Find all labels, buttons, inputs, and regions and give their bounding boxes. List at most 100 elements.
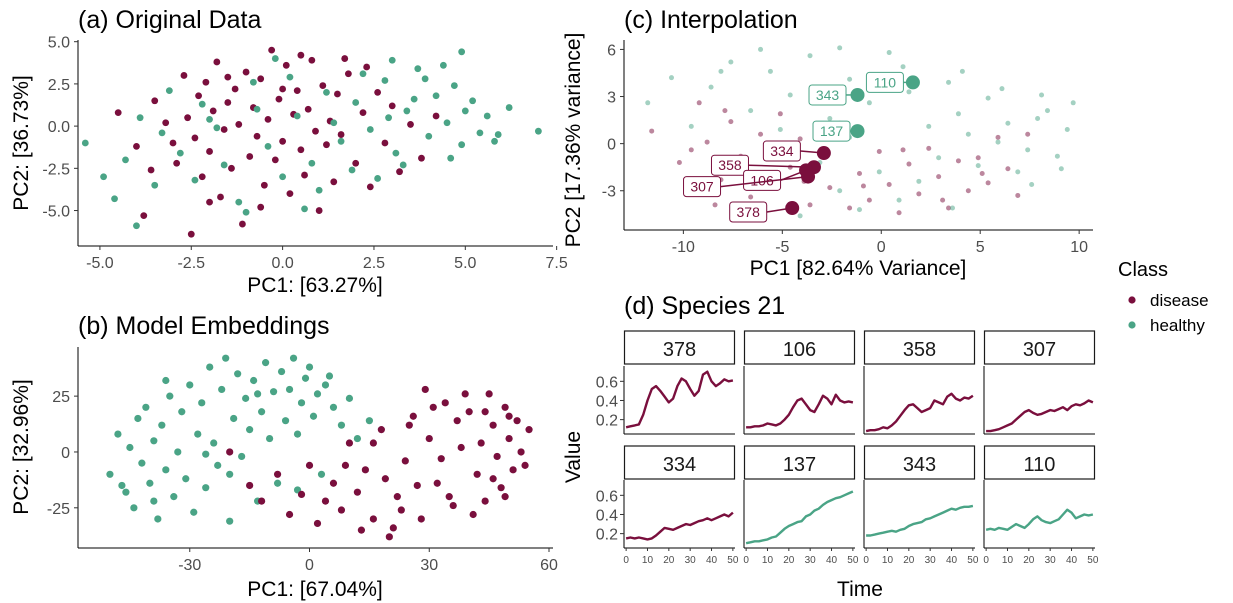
data-point-healthy [1015,169,1021,175]
y-tick-label: 0.4 [596,507,618,524]
data-point-healthy [1058,166,1064,172]
data-point-healthy [807,53,813,59]
facet-378: 378 0.6 0.4 0.2 [596,330,736,435]
data-point-healthy [220,161,228,169]
data-point-disease [246,481,254,490]
series-line-106 [746,393,854,429]
facet-343: 343 0 10 20 30 40 50 [863,445,979,566]
point-label-box [710,154,749,176]
data-point-healthy [866,100,872,106]
data-point-healthy [985,95,991,101]
data-point-disease [297,51,305,59]
data-point-disease [345,439,354,447]
data-point-healthy [688,123,694,129]
data-point-disease [260,181,268,189]
x-tick-label: -2.5 [177,255,205,272]
data-point-disease [936,174,942,180]
data-point-disease [369,439,377,447]
series-line-137 [745,490,854,545]
data-point-disease [209,107,217,115]
data-point-healthy [410,95,418,103]
data-point-healthy [381,77,389,84]
data-point-healthy [269,388,278,396]
data-point-healthy [206,115,213,123]
data-point-disease [432,112,440,120]
data-point-disease [239,220,246,228]
x-tick-label: 30 [925,555,937,566]
data-point-disease [505,412,513,420]
data-point-disease [900,147,906,153]
x-tick-label: 20 [783,555,795,566]
data-point-disease [965,188,971,194]
data-point-healthy [313,390,322,398]
data-point-healthy [330,119,338,127]
x-tick-label: 10 [1002,555,1014,566]
data-point-disease [505,434,513,443]
data-point-disease [206,198,213,206]
data-point-disease [497,484,505,492]
data-point-healthy [279,173,287,181]
data-point-healthy [337,137,345,145]
data-point-healthy [392,149,400,157]
facet-358: 358 [863,330,976,435]
data-point-disease [521,461,529,469]
data-point-healthy [999,86,1005,92]
data-point-disease [323,141,330,149]
data-point-disease [151,97,159,105]
data-point-disease [305,461,314,469]
data-point-disease [231,85,239,93]
x-tick-label: 40 [946,555,958,566]
data-point-disease [409,412,417,420]
data-point-disease [940,197,946,203]
data-point-healthy [190,508,198,516]
data-point-disease [728,119,734,125]
data-point-healthy [374,175,382,182]
data-point-healthy [432,92,440,100]
facet-strip-label: 378 [663,339,696,361]
data-point-disease [517,448,525,456]
facet-strip [863,445,976,480]
data-point-healthy [106,470,114,478]
legend-label: healthy [1150,316,1205,335]
data-point-disease [513,417,521,425]
data-point-healthy [353,434,362,443]
data-point-disease [282,61,290,69]
data-point-disease [191,134,199,142]
data-point-healthy [352,99,360,106]
data-point-healthy [146,479,154,487]
data-point-disease [293,87,301,95]
data-point-healthy [265,434,274,443]
data-point-healthy [301,205,308,213]
data-point-disease [407,121,414,128]
facet-strip [743,445,856,480]
data-point-disease [388,102,396,110]
data-point-disease [847,205,853,211]
highlighted-point-disease [801,169,816,184]
x-tick-label: 20 [903,555,915,566]
data-point-disease [341,55,349,62]
data-point-healthy [995,139,1001,145]
legend-swatch-disease [1128,296,1136,304]
data-point-healthy [458,48,466,56]
data-point-healthy [787,92,793,98]
data-point-healthy [286,73,294,81]
data-point-healthy [81,139,89,147]
data-point-disease [304,105,312,113]
data-point-healthy [321,381,330,389]
point-label: 378 [737,204,761,220]
x-axis-label: PC1: [63.27%] [247,274,382,297]
panel-title: (d) Species 21 [624,292,785,320]
data-point-healthy [242,208,250,216]
x-tick-label: 5 [976,239,985,256]
data-point-healthy [293,112,301,120]
point-label: 307 [690,179,714,195]
highlighted-point-healthy [850,87,865,102]
data-point-disease [257,75,265,83]
y-tick-label: -5.0 [42,204,70,221]
data-point-healthy [797,213,803,219]
x-tick-label: 30 [1045,555,1057,566]
facet-strip-label: 110 [1024,454,1056,476]
data-point-disease [896,210,902,216]
facet-strip-label: 343 [903,454,936,476]
data-point-disease [228,164,235,172]
